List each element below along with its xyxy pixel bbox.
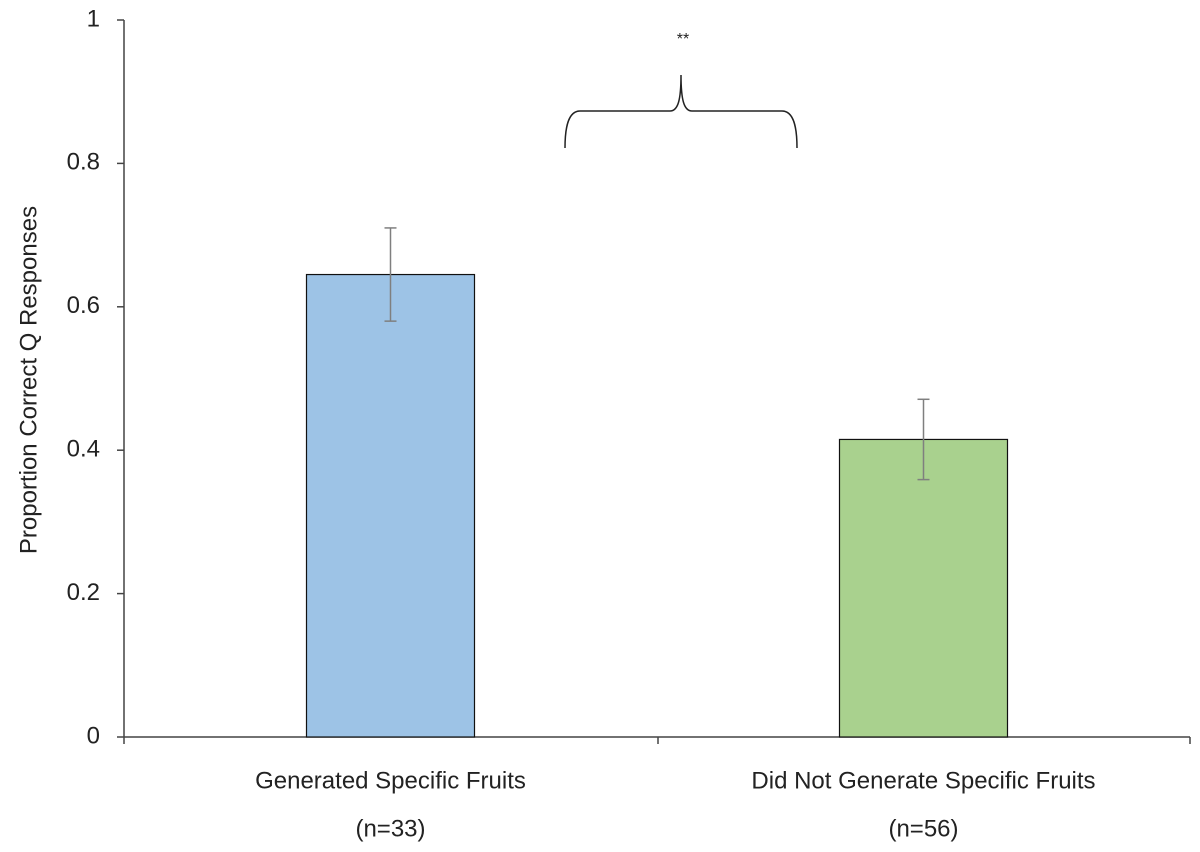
y-axis-label: Proportion Correct Q Responses [15, 206, 42, 554]
y-tick-label: 0.8 [67, 149, 100, 176]
significance-annotation: ** [677, 31, 689, 48]
significance-brace [564, 74, 798, 149]
y-tick-label: 0.2 [67, 579, 100, 606]
y-tick-label: 0.4 [67, 436, 100, 463]
error-bar [384, 227, 397, 322]
bar [838, 438, 1009, 738]
bar [305, 273, 476, 738]
x-tick-label: Did Not Generate Specific Fruits [751, 767, 1095, 794]
y-tick-label: 1 [87, 5, 100, 32]
x-tick-label: (n=33) [355, 815, 425, 842]
y-tick-label: 0.6 [67, 292, 100, 319]
x-tick-label: Generated Specific Fruits [255, 767, 526, 794]
x-tick-label: (n=56) [888, 815, 958, 842]
y-tick-label: 0 [87, 722, 100, 749]
error-bar [917, 398, 930, 481]
